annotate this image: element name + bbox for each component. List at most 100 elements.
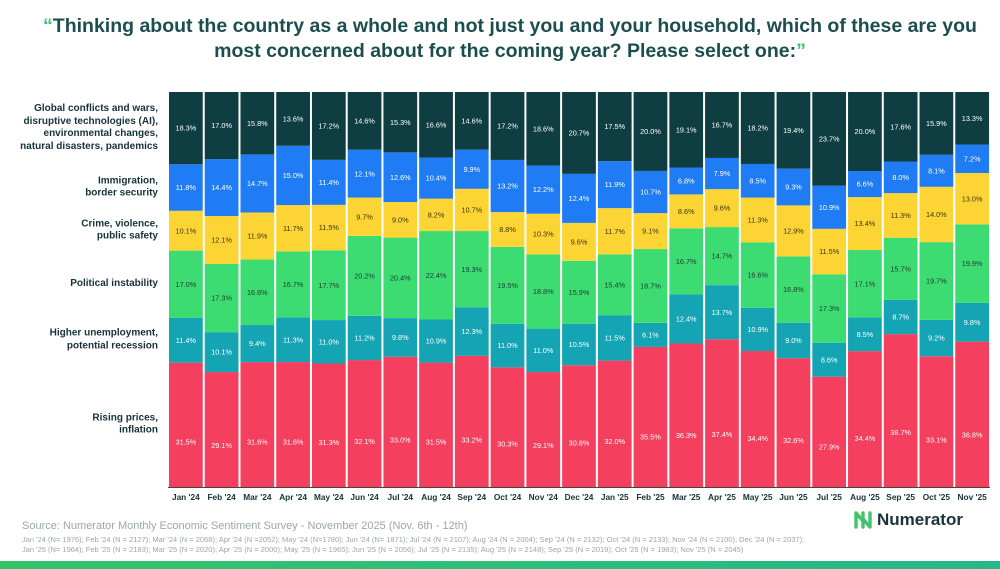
x-tick-label: Aug '24 [421,492,451,502]
data-label: 17.3% [211,294,232,303]
data-label: 16.7% [283,280,304,289]
data-label: 11.3% [283,335,304,344]
data-label: 14.6% [461,116,482,125]
data-label: 11.0% [533,346,554,355]
bar-segment [740,307,775,351]
bar-segment [705,285,739,340]
data-label: 12.4% [676,315,697,324]
bar-segment [311,363,346,487]
bar-segment [669,294,704,344]
bar-segment [776,168,811,206]
data-label: 9.0% [392,215,409,224]
data-label: 33.1% [926,436,947,445]
stacked-bar-chart: 31.5% 11.4% 17.0% 10.1% 11.8% 18.3% Jan '24 29.… [168,92,990,502]
bar-segment [490,159,525,213]
title-close-quote: ” [796,40,806,62]
bar-segment [454,231,489,308]
data-label: 7.2% [964,154,981,163]
data-label: 34.4% [747,434,768,443]
data-label: 33.2% [461,435,482,444]
data-label: 32.1% [354,437,375,446]
bar-segment [454,149,489,189]
data-label: 33.0% [390,436,411,445]
data-label: 16.6% [747,271,768,280]
bar-segment [276,317,310,363]
bar-segment [383,202,418,238]
data-label: 16.8% [783,285,804,294]
bar-segment [490,323,525,368]
data-label: 35.5% [640,432,661,441]
data-label: 31.6% [283,438,304,447]
data-label: 12.4% [569,194,590,203]
bar-segment [562,260,596,324]
bar-segment [419,231,453,320]
data-label: 18.6% [533,124,554,133]
bar-segment [526,92,561,166]
data-label: 9.8% [964,318,981,327]
bar-segment [526,254,561,329]
bar-segment [490,92,525,160]
bar-segment [311,250,346,321]
bar-segment [669,228,704,295]
bar-segment [169,164,203,211]
data-label: 23.7% [819,134,840,143]
bar-segment [919,242,954,320]
data-label: 11.9% [247,232,268,241]
data-label: 17.7% [318,281,339,290]
bar-segment [848,317,882,352]
data-label: 38.7% [890,428,911,437]
bar-segment [633,322,668,347]
data-label: 31.3% [318,438,339,447]
bar-segment [526,213,561,255]
x-tick-label: Feb '25 [636,492,665,502]
x-tick-label: Oct '25 [923,492,951,502]
bar-segment [490,212,525,247]
data-label: 13.6% [283,114,304,123]
bar-segment [919,356,954,487]
x-tick-label: May '25 [743,492,773,502]
data-label: 11.5% [319,223,340,232]
bar-segment [776,256,811,323]
bar-segment [955,224,989,303]
bar-segment [740,197,775,243]
data-label: 32.0% [604,437,625,446]
bar-segment [276,251,310,318]
data-label: 17.0% [211,121,232,130]
data-label: 15.3% [390,118,411,127]
bar-segment [240,362,275,487]
data-label: 29.1% [211,441,232,450]
data-label: 8.5% [749,176,766,185]
bar-segment [204,263,239,333]
bar-segment [240,325,275,363]
bar-segment [419,319,453,363]
data-label: 19.4% [783,126,804,135]
data-label: 12.2% [533,185,554,194]
data-label: 12.1% [354,169,375,178]
data-label: 20.4% [390,273,411,282]
data-label: 20.0% [855,127,876,136]
bar-segment [347,360,382,487]
data-label: 17.5% [604,122,625,131]
data-label: 8.6% [821,355,838,364]
bar-segment [419,92,453,158]
x-tick-label: Feb '24 [207,492,236,502]
bar-segment [597,161,632,209]
data-label: 16.7% [676,257,697,266]
bar-segment [740,350,775,487]
sample-size-note-2024: Jan '24 (N= 1976); Feb '24 (N = 2127); M… [22,535,805,544]
bar-segment [812,92,847,186]
data-label: 13.4% [855,219,876,228]
bar-segment [562,222,596,261]
bar-segment [633,213,668,250]
bar-segment [597,254,632,316]
sample-size-note-2025: Jan '25 (N= 1964); Feb '25 (N = 2183); M… [22,545,744,554]
bar-segment [705,227,739,286]
data-label: 10.1% [176,226,197,235]
bar-segment [490,246,525,324]
numerator-logo: Numerator [853,510,963,530]
x-tick-label: Jan '24 [172,492,200,502]
bar-segment [848,197,882,250]
bar-segment [919,186,954,243]
data-label: 16.6% [426,120,447,129]
bar-segment [383,356,418,487]
